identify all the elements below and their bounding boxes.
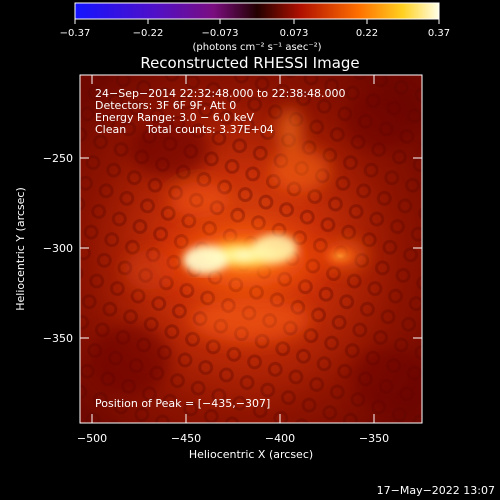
colorbar-tick-label: 0.37	[428, 28, 450, 39]
rhessi-map-image	[80, 75, 422, 423]
colorbar-tick-label: −0.073	[201, 28, 238, 39]
energy-range-label: Energy Range: 3.0 − 6.0 keV	[95, 111, 255, 124]
colorbar-units-label: (photons cm⁻² s⁻¹ asec⁻²)	[192, 42, 321, 53]
colorbar-tick-label: −0.37	[60, 28, 91, 39]
colorbar-ticks	[74, 19, 440, 24]
y-tick-label: −350	[43, 332, 73, 345]
colorbar-tick-label: 0.22	[356, 28, 378, 39]
colorbar-gradient	[74, 2, 440, 20]
detectors-label: Detectors: 3F 6F 9F, Att 0	[95, 99, 236, 112]
x-tick-label: −400	[265, 432, 295, 445]
x-axis-ticks	[91, 75, 375, 423]
y-tick-label: −250	[43, 152, 73, 165]
x-tick-label: −450	[171, 432, 201, 445]
plot-frame	[79, 74, 423, 424]
image-title: Reconstructed RHESSI Image	[140, 54, 359, 72]
peak-position-label: Position of Peak = [−435,−307]	[95, 397, 270, 410]
y-axis-ticks	[80, 157, 422, 339]
observation-time-range: 24−Sep−2014 22:32:48.000 to 22:38:48.000	[95, 87, 345, 100]
total-counts-label: Total counts: 3.37E+04	[145, 123, 274, 136]
x-tick-label: −350	[359, 432, 389, 445]
y-axis-label: Heliocentric Y (arcsec)	[14, 187, 27, 311]
colorbar-tick-label: 0.073	[280, 28, 309, 39]
y-tick-label: −300	[43, 242, 73, 255]
x-axis-label: Heliocentric X (arcsec)	[189, 448, 313, 461]
x-tick-label: −500	[77, 432, 107, 445]
plot-timestamp: 17−May−2022 13:07	[377, 484, 495, 497]
algorithm-label: Clean	[95, 123, 126, 136]
colorbar-tick-label: −0.22	[133, 28, 164, 39]
